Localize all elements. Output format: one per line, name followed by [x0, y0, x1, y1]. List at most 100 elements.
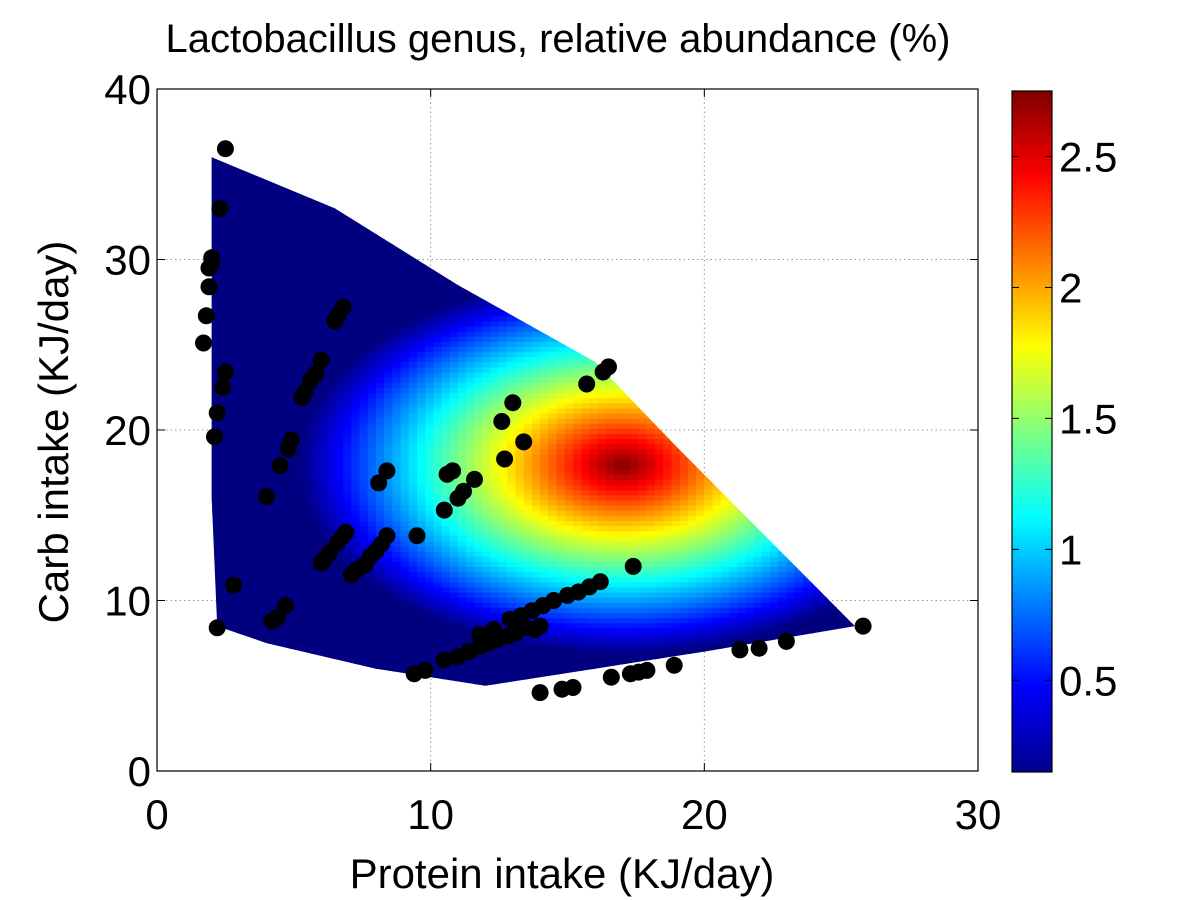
surface-cell	[367, 489, 377, 496]
surface-cell	[531, 499, 541, 506]
surface-cell	[458, 372, 467, 378]
surface-cell	[400, 397, 410, 404]
surface-cell	[392, 351, 402, 358]
surface-cell	[318, 453, 328, 460]
surface-cell	[252, 193, 262, 199]
surface-cell	[392, 320, 402, 327]
surface-cell	[351, 310, 361, 317]
surface-cell	[408, 474, 418, 481]
surface-cell	[351, 525, 361, 532]
surface-cell	[400, 474, 410, 481]
surface-cell	[228, 612, 237, 619]
surface-cell	[236, 510, 246, 516]
surface-cell	[392, 300, 402, 307]
surface-cell	[285, 581, 295, 588]
surface-cell	[260, 259, 270, 266]
surface-cell	[425, 336, 434, 342]
surface-cell	[416, 351, 426, 358]
surface-cell	[564, 602, 574, 608]
surface-cell	[433, 392, 443, 399]
surface-cell	[326, 428, 336, 435]
surface-cell	[384, 392, 393, 399]
surface-cell	[375, 387, 385, 394]
surface-cell	[482, 673, 492, 680]
surface-cell	[499, 648, 508, 654]
surface-cell	[507, 494, 517, 501]
surface-cell	[260, 310, 270, 317]
surface-cell	[384, 402, 393, 409]
surface-cell	[252, 223, 262, 230]
surface-cell	[466, 412, 476, 419]
surface-cell	[581, 597, 590, 603]
surface-cell	[310, 305, 320, 312]
surface-cell	[228, 489, 237, 496]
surface-cell	[466, 407, 476, 414]
surface-cell	[548, 556, 558, 562]
surface-cell	[269, 239, 279, 245]
surface-cell	[384, 612, 393, 619]
surface-cell	[244, 198, 254, 204]
surface-cell	[523, 505, 533, 511]
surface-cell	[318, 591, 328, 598]
surface-cell	[244, 269, 254, 276]
surface-cell	[269, 198, 279, 204]
surface-cell	[269, 264, 279, 271]
surface-cell	[482, 443, 492, 450]
surface-cell	[400, 535, 410, 542]
surface-cell	[482, 346, 492, 353]
surface-cell	[540, 407, 549, 414]
surface-cell	[318, 203, 328, 209]
surface-cell	[392, 392, 402, 399]
surface-cell	[334, 346, 344, 353]
surface-cell	[474, 453, 484, 460]
surface-cell	[499, 320, 508, 327]
surface-cell	[236, 269, 246, 276]
surface-cell	[359, 387, 369, 394]
surface-cell	[310, 571, 320, 578]
surface-cell	[359, 597, 369, 603]
surface-cell	[252, 285, 262, 291]
surface-cell	[416, 290, 426, 296]
surface-cell	[482, 561, 492, 567]
surface-cell	[310, 602, 320, 608]
surface-cell	[581, 397, 590, 404]
surface-cell	[531, 643, 541, 649]
surface-cell	[236, 223, 246, 230]
surface-cell	[277, 320, 287, 327]
surface-cell	[531, 576, 541, 583]
surface-cell	[285, 535, 295, 542]
surface-cell	[458, 622, 467, 629]
surface-cell	[548, 469, 558, 475]
surface-cell	[367, 325, 377, 332]
surface-cell	[359, 535, 369, 542]
surface-cell	[228, 397, 237, 404]
surface-cell	[572, 433, 582, 440]
surface-cell	[474, 392, 484, 399]
surface-cell	[392, 489, 402, 496]
surface-cell	[490, 607, 500, 614]
surface-cell	[310, 607, 320, 614]
surface-cell	[400, 438, 410, 445]
surface-cell	[490, 397, 500, 404]
surface-cell	[277, 510, 287, 516]
surface-cell	[482, 591, 492, 598]
surface-cell	[416, 484, 426, 491]
surface-cell	[285, 239, 295, 245]
surface-cell	[408, 561, 418, 567]
surface-cell	[302, 259, 311, 266]
surface-cell	[416, 453, 426, 460]
surface-cell	[499, 392, 508, 399]
surface-cell	[277, 556, 287, 562]
surface-cell	[351, 305, 361, 312]
surface-cell	[359, 530, 369, 537]
surface-cell	[474, 489, 484, 496]
surface-cell	[326, 341, 336, 348]
surface-cell	[548, 632, 558, 639]
surface-cell	[310, 627, 320, 634]
surface-cell	[556, 346, 566, 353]
surface-cell	[540, 530, 549, 537]
surface-cell	[572, 402, 582, 409]
surface-cell	[449, 448, 459, 455]
surface-cell	[236, 433, 246, 440]
surface-cell	[482, 545, 492, 552]
